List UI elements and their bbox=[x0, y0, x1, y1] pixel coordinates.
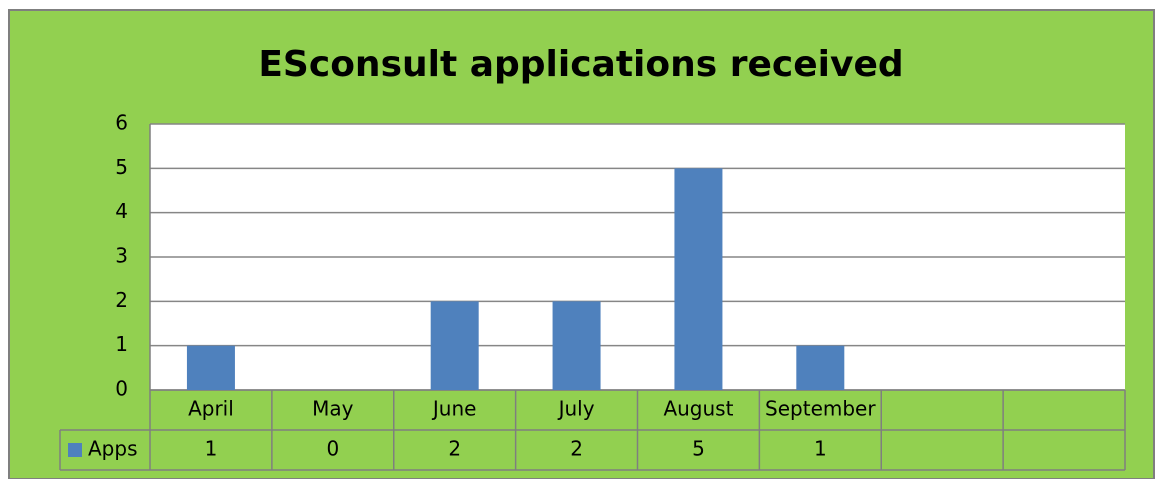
y-tick-label: 2 bbox=[115, 288, 128, 312]
y-tick-label: 4 bbox=[115, 199, 128, 223]
bar bbox=[430, 301, 479, 390]
x-tick-label: May bbox=[312, 397, 354, 421]
table-value: 5 bbox=[692, 437, 705, 461]
bar bbox=[674, 168, 723, 390]
table-value: 0 bbox=[326, 437, 339, 461]
table-value: 2 bbox=[570, 437, 583, 461]
x-tick-label: July bbox=[557, 397, 595, 421]
table-value: 2 bbox=[448, 437, 461, 461]
legend-swatch bbox=[68, 443, 82, 457]
table-value: 1 bbox=[814, 437, 827, 461]
x-tick-label: September bbox=[765, 397, 876, 421]
bar bbox=[552, 301, 601, 390]
bar bbox=[796, 345, 845, 390]
table-value: 1 bbox=[205, 437, 218, 461]
x-tick-label: June bbox=[431, 397, 477, 421]
x-tick-label: April bbox=[188, 397, 234, 421]
chart-title: ESconsult applications received bbox=[258, 44, 903, 85]
legend-label: Apps bbox=[88, 437, 138, 461]
x-tick-label: August bbox=[663, 397, 733, 421]
y-tick-label: 1 bbox=[115, 332, 128, 356]
bar bbox=[186, 345, 235, 390]
y-tick-label: 6 bbox=[115, 111, 128, 135]
y-tick-label: 3 bbox=[115, 244, 128, 268]
y-tick-label: 5 bbox=[115, 155, 128, 179]
y-tick-label: 0 bbox=[115, 377, 128, 401]
